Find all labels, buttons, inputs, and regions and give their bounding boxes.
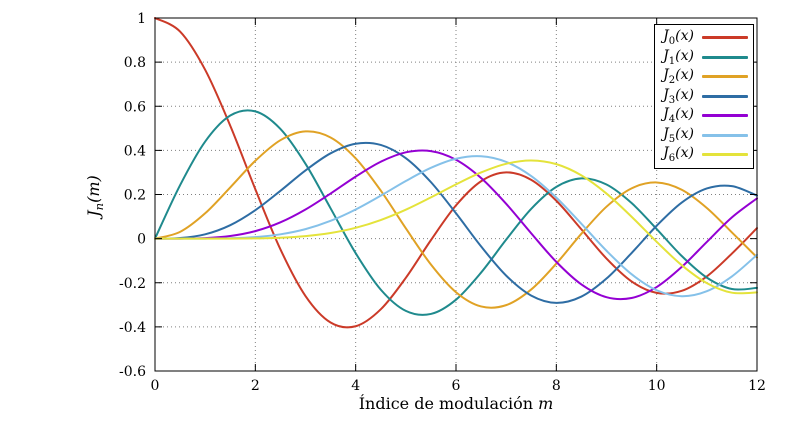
- x-axis-label: Índice de modulación m: [155, 394, 757, 413]
- y-tick-label: 0: [137, 232, 146, 248]
- legend-line-sample: [702, 94, 748, 98]
- legend-entry: J5(x): [663, 126, 748, 146]
- legend-label: J1(x): [663, 47, 694, 67]
- xlabel-text: Índice de modulación: [358, 394, 534, 413]
- x-tick-label: 0: [151, 378, 160, 394]
- ylabel-subscript: n: [92, 202, 107, 211]
- legend-entry: J6(x): [663, 145, 748, 165]
- legend-entry: J2(x): [663, 67, 748, 87]
- y-tick-label: -0.4: [119, 320, 146, 336]
- legend-line-sample: [702, 75, 748, 79]
- legend-label: J6(x): [663, 145, 694, 165]
- x-tick-label: 4: [351, 378, 360, 394]
- curve-J5: [154, 155, 758, 298]
- x-tick-label: 2: [251, 378, 260, 394]
- curve-J4: [154, 149, 758, 301]
- legend-line-sample: [702, 36, 748, 40]
- legend-label: J0(x): [663, 28, 694, 48]
- legend-label: J2(x): [663, 67, 694, 87]
- y-tick-label: 0.4: [124, 143, 146, 159]
- y-tick-label: 0.2: [124, 188, 146, 204]
- curve-J0: [154, 17, 758, 329]
- legend-line-sample: [702, 114, 748, 118]
- xlabel-variable: m: [538, 394, 554, 413]
- ylabel-base: J: [84, 210, 103, 217]
- y-tick-label: 0.6: [124, 99, 146, 115]
- x-tick-label: 8: [552, 378, 561, 394]
- legend-label: J4(x): [663, 106, 694, 126]
- x-tick-label: 12: [748, 378, 766, 394]
- x-tick-label: 6: [452, 378, 461, 394]
- y-tick-label: -0.6: [119, 364, 146, 380]
- ylabel-argument: (m): [84, 175, 103, 203]
- legend: J0(x) J1(x) J2(x) J3(x) J4(x) J5(x) J6(x): [654, 24, 754, 169]
- legend-entry: J4(x): [663, 106, 748, 126]
- legend-line-sample: [702, 133, 748, 137]
- y-tick-label: -0.2: [119, 276, 146, 292]
- legend-line-sample: [702, 55, 748, 59]
- legend-entry: J0(x): [663, 28, 748, 48]
- curve-J3: [154, 141, 758, 304]
- legend-entry: J1(x): [663, 48, 748, 68]
- curve-J6: [154, 159, 758, 295]
- legend-label: J5(x): [663, 125, 694, 145]
- y-tick-label: 1: [137, 11, 146, 27]
- curve-J1: [154, 109, 758, 316]
- curve-J2: [154, 130, 758, 309]
- x-tick-label: 10: [648, 378, 666, 394]
- y-axis-label: Jn(m): [84, 116, 106, 276]
- legend-line-sample: [702, 153, 748, 157]
- legend-entry: J3(x): [663, 87, 748, 107]
- legend-label: J3(x): [663, 86, 694, 106]
- y-tick-label: 0.8: [124, 55, 146, 71]
